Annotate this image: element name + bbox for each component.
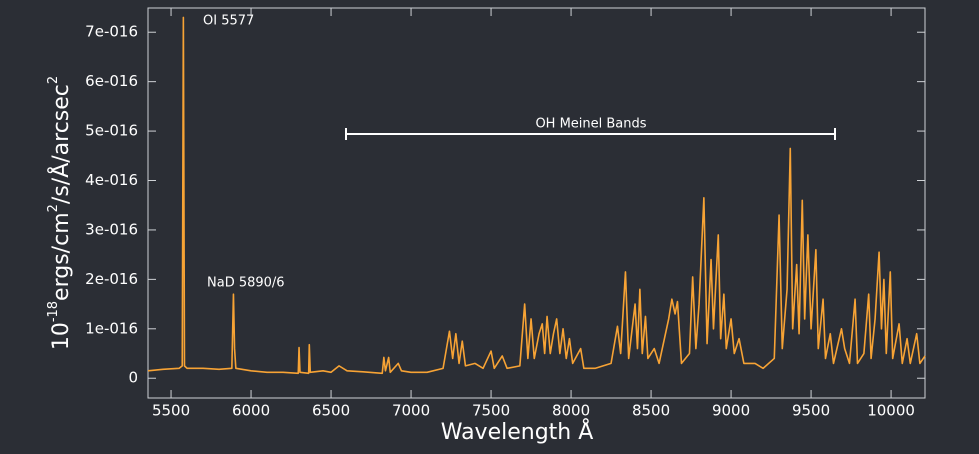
x-tick-label: 6500 — [312, 402, 350, 420]
y-tick-label: 0 — [128, 369, 138, 387]
y-tick-label: 3e-016 — [85, 220, 138, 238]
y-tick-label: 1e-016 — [85, 319, 138, 337]
annotation: OI 5577 — [203, 14, 254, 29]
x-tick-label: 8500 — [632, 402, 670, 420]
x-tick-label: 7000 — [392, 402, 430, 420]
y-tick-label: 4e-016 — [85, 171, 138, 189]
spectrum-line — [147, 16, 926, 375]
annotation: NaD 5890/6 — [207, 276, 285, 291]
y-label-part: ergs/cm — [49, 212, 74, 301]
y-label-part: /s/Å/arcsec — [47, 84, 74, 204]
y-tick-label: 6e-016 — [85, 72, 138, 90]
y-tick-label: 7e-016 — [85, 23, 138, 41]
x-axis-label: Wavelength Å — [441, 418, 594, 445]
x-tick-label: 6000 — [232, 402, 270, 420]
y-label-part: -18 — [46, 301, 61, 322]
y-label-part: 10 — [49, 322, 74, 350]
x-tick-label: 5500 — [152, 402, 190, 420]
x-tick-label: 9000 — [712, 402, 750, 420]
x-tick-label: 8000 — [552, 402, 590, 420]
x-tick-label: 7500 — [472, 402, 510, 420]
y-tick-label: 5e-016 — [85, 122, 138, 140]
y-axis-label: 10-18ergs/cm2/s/Å/arcsec2 — [46, 76, 75, 350]
bracket — [345, 128, 836, 140]
y-label-part: 2 — [46, 76, 61, 84]
annotation: OH Meinel Bands — [535, 117, 646, 132]
y-tick-label: 2e-016 — [85, 270, 138, 288]
plot-frame — [147, 7, 926, 399]
x-tick-label: 10000 — [867, 402, 915, 420]
y-label-part: 2 — [46, 204, 61, 212]
x-tick-label: 9500 — [792, 402, 830, 420]
